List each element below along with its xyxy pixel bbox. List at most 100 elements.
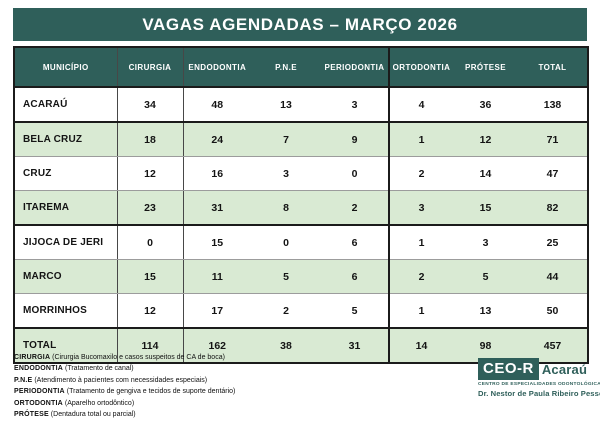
legend-term: CIRURGIA <box>14 354 51 361</box>
column-header-endodontia: ENDODONTIA <box>183 47 251 88</box>
column-header-ortodontia: ORTODONTIA <box>389 47 453 88</box>
value-cell: 6 <box>321 259 390 294</box>
logo-top: CEO-R Acaraú <box>478 358 598 380</box>
value-cell: 31 <box>321 328 390 363</box>
legend-definition: (Dentadura total ou parcial) <box>48 411 136 419</box>
vagas-table: MUNICÍPIO CIRURGIA ENDODONTIA P.N.E PERI… <box>13 46 589 364</box>
value-cell: 13 <box>251 87 321 123</box>
value-cell: 8 <box>251 190 321 226</box>
table-header-row: MUNICÍPIO CIRURGIA ENDODONTIA P.N.E PERI… <box>14 47 588 88</box>
municipality-cell: MARCO <box>14 259 118 294</box>
legend-term: PRÓTESE <box>14 411 49 419</box>
value-cell: 0 <box>117 225 184 260</box>
table-row: BELA CRUZ 18 24 7 9 1 12 71 <box>14 122 588 157</box>
value-cell: 16 <box>183 156 251 191</box>
value-cell: 38 <box>251 328 321 363</box>
value-cell: 7 <box>251 122 321 157</box>
municipality-cell: MORRINHOS <box>14 293 118 329</box>
value-cell: 5 <box>321 293 390 329</box>
legend-definition: (Tratamento de canal) <box>63 365 134 373</box>
value-cell: 48 <box>183 87 251 123</box>
municipality-cell: TOTAL <box>14 328 118 363</box>
value-cell: 3 <box>389 190 453 226</box>
value-cell: 1 <box>389 293 453 329</box>
legend-definition: (Atendimento à pacientes com necessidade… <box>32 376 208 384</box>
value-cell: 14 <box>453 156 518 191</box>
value-cell: 457 <box>518 328 588 363</box>
column-header-periodontia: PERIODONTIA <box>321 47 390 88</box>
municipality-cell: BELA CRUZ <box>14 122 118 157</box>
value-cell: 3 <box>453 225 518 260</box>
value-cell: 25 <box>518 225 588 260</box>
table-total-row: TOTAL 114 162 38 31 14 98 457 <box>14 328 588 363</box>
legend-definition: (Tratamento de gengiva e tecidos de supo… <box>64 388 236 396</box>
table-row: CRUZ 12 16 3 0 2 14 47 <box>14 156 588 191</box>
municipality-cell: ACARAÚ <box>14 87 118 123</box>
legend-term: ENDODONTIA <box>14 365 64 373</box>
value-cell: 12 <box>117 293 184 329</box>
logo-badge: CEO-R <box>478 358 539 380</box>
value-cell: 17 <box>183 293 251 329</box>
table-row: MORRINHOS 12 17 2 5 1 13 50 <box>14 293 588 329</box>
value-cell: 4 <box>389 87 453 123</box>
value-cell: 31 <box>183 190 251 226</box>
value-cell: 162 <box>183 328 251 363</box>
legend-item: PRÓTESE (Dentadura total ou parcial) <box>14 409 344 420</box>
value-cell: 50 <box>518 293 588 329</box>
column-header-cirurgia: CIRURGIA <box>117 47 184 88</box>
column-header-pne: P.N.E <box>251 47 321 88</box>
value-cell: 47 <box>518 156 588 191</box>
value-cell: 11 <box>183 259 251 294</box>
value-cell: 12 <box>453 122 518 157</box>
legend-item: ENDODONTIA (Tratamento de canal) <box>14 363 344 374</box>
value-cell: 2 <box>251 293 321 329</box>
municipality-cell: ITAREMA <box>14 190 118 226</box>
legend-definition: (Cirurgia Bucomaxilo e casos suspeitos d… <box>50 354 225 361</box>
municipality-cell: CRUZ <box>14 156 118 191</box>
value-cell: 71 <box>518 122 588 157</box>
value-cell: 14 <box>389 328 453 363</box>
value-cell: 0 <box>321 156 390 191</box>
legend-term: ORTODONTIA <box>14 399 63 407</box>
value-cell: 36 <box>453 87 518 123</box>
municipality-cell: JIJOCA DE JERI <box>14 225 118 260</box>
column-header-protese: PRÓTESE <box>453 47 518 88</box>
value-cell: 15 <box>183 225 251 260</box>
value-cell: 5 <box>251 259 321 294</box>
value-cell: 9 <box>321 122 390 157</box>
value-cell: 3 <box>321 87 390 123</box>
table-row: MARCO 15 11 5 6 2 5 44 <box>14 259 588 294</box>
column-header-total: TOTAL <box>518 47 588 88</box>
value-cell: 3 <box>251 156 321 191</box>
value-cell: 44 <box>518 259 588 294</box>
value-cell: 2 <box>389 156 453 191</box>
value-cell: 15 <box>453 190 518 226</box>
value-cell: 18 <box>117 122 184 157</box>
value-cell: 98 <box>453 328 518 363</box>
value-cell: 114 <box>117 328 184 363</box>
legend-item: P.N.E (Atendimento à pacientes com neces… <box>14 375 344 386</box>
value-cell: 6 <box>321 225 390 260</box>
legend-item: PERIODONTIA (Tratamento de gengiva e tec… <box>14 386 344 397</box>
value-cell: 82 <box>518 190 588 226</box>
legend-term: P.N.E <box>14 376 33 384</box>
value-cell: 15 <box>117 259 184 294</box>
value-cell: 24 <box>183 122 251 157</box>
logo-city: Acaraú <box>541 361 588 377</box>
value-cell: 12 <box>117 156 184 191</box>
legend-definition: (Aparelho ortodôntico) <box>62 399 135 407</box>
value-cell: 2 <box>389 259 453 294</box>
column-header-municipio: MUNICÍPIO <box>14 47 118 88</box>
legend-item: CIRURGIA (Cirurgia Bucomaxilo e casos su… <box>14 352 344 363</box>
value-cell: 34 <box>117 87 184 123</box>
logo-subtitle: CENTRO DE ESPECIALIDADES ODONTOLÓGICAS <box>478 382 600 387</box>
value-cell: 0 <box>251 225 321 260</box>
table-row: ACARAÚ 34 48 13 3 4 36 138 <box>14 87 588 123</box>
logo-doctor-name: Dr. Nestor de Paula Ribeiro Pessoa <box>478 389 600 398</box>
page-title: VAGAS AGENDADAS – MARÇO 2026 <box>13 8 587 41</box>
value-cell: 1 <box>389 122 453 157</box>
value-cell: 2 <box>321 190 390 226</box>
value-cell: 138 <box>518 87 588 123</box>
legend-item: ORTODONTIA (Aparelho ortodôntico) <box>14 398 344 409</box>
